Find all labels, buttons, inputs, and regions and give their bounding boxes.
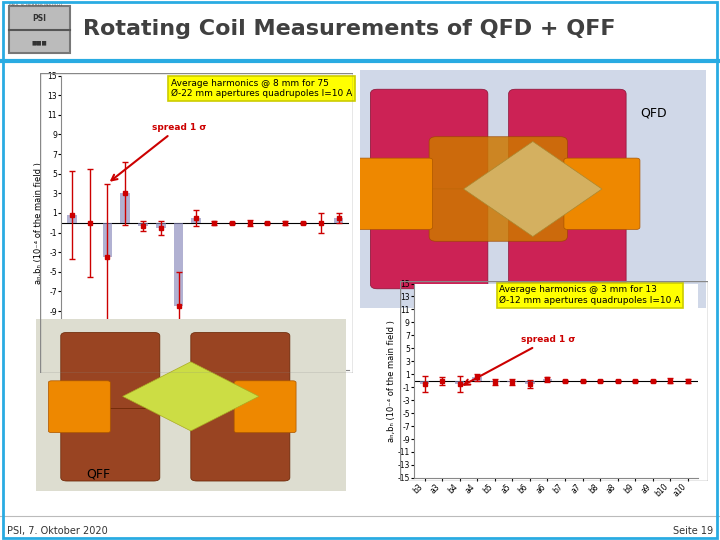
Bar: [192, 218, 201, 222]
Text: Seite 19: Seite 19: [672, 526, 713, 536]
Text: Rotating Coil Measurements of QFD + QFF: Rotating Coil Measurements of QFD + QFF: [83, 18, 616, 38]
Bar: [420, 381, 429, 384]
Bar: [472, 377, 482, 381]
Bar: [543, 380, 552, 381]
Text: spread 1 σ: spread 1 σ: [464, 335, 575, 385]
FancyBboxPatch shape: [48, 381, 110, 433]
Text: QFD: QFD: [641, 106, 667, 119]
Y-axis label: aₙ,bₙ (10⁻⁴ of the main field ): aₙ,bₙ (10⁻⁴ of the main field ): [35, 162, 43, 284]
Text: QFF: QFF: [86, 468, 110, 481]
Bar: [156, 222, 166, 228]
FancyBboxPatch shape: [370, 89, 488, 189]
FancyBboxPatch shape: [370, 189, 488, 289]
Bar: [333, 218, 343, 222]
FancyBboxPatch shape: [508, 189, 626, 289]
Text: PSI: PSI: [32, 14, 46, 23]
Bar: [490, 381, 500, 382]
FancyBboxPatch shape: [191, 408, 290, 481]
Bar: [455, 381, 464, 384]
FancyBboxPatch shape: [564, 158, 640, 230]
Text: Average harmonics @ 3 mm for 13
Ø-12 mm apertures quadrupoles I=10 A: Average harmonics @ 3 mm for 13 Ø-12 mm …: [499, 286, 680, 305]
Text: Average harmonics @ 8 mm for 75
Ø-22 mm apertures quadrupoles I=10 A: Average harmonics @ 8 mm for 75 Ø-22 mm …: [171, 78, 352, 98]
Text: spread 1 σ: spread 1 σ: [112, 123, 206, 180]
FancyBboxPatch shape: [191, 333, 290, 412]
Bar: [138, 222, 148, 226]
FancyBboxPatch shape: [508, 89, 626, 189]
Bar: [174, 222, 184, 306]
Polygon shape: [122, 362, 259, 431]
Bar: [102, 222, 112, 257]
FancyBboxPatch shape: [60, 333, 160, 412]
Text: PSI, 7. Oktober 2020: PSI, 7. Oktober 2020: [7, 526, 108, 536]
Text: ■■■: ■■■: [32, 40, 47, 45]
FancyBboxPatch shape: [9, 6, 70, 53]
Polygon shape: [464, 141, 602, 237]
FancyBboxPatch shape: [60, 408, 160, 481]
Y-axis label: aₙ,bₙ (10⁻⁴ of the main field ): aₙ,bₙ (10⁻⁴ of the main field ): [387, 320, 396, 442]
Bar: [67, 215, 77, 222]
FancyBboxPatch shape: [356, 158, 433, 230]
Text: PAUL SCHERRER INSTITUT: PAUL SCHERRER INSTITUT: [9, 3, 62, 6]
Bar: [120, 193, 130, 222]
Bar: [508, 381, 517, 382]
FancyBboxPatch shape: [429, 137, 567, 241]
FancyBboxPatch shape: [234, 381, 296, 433]
Bar: [525, 381, 535, 384]
